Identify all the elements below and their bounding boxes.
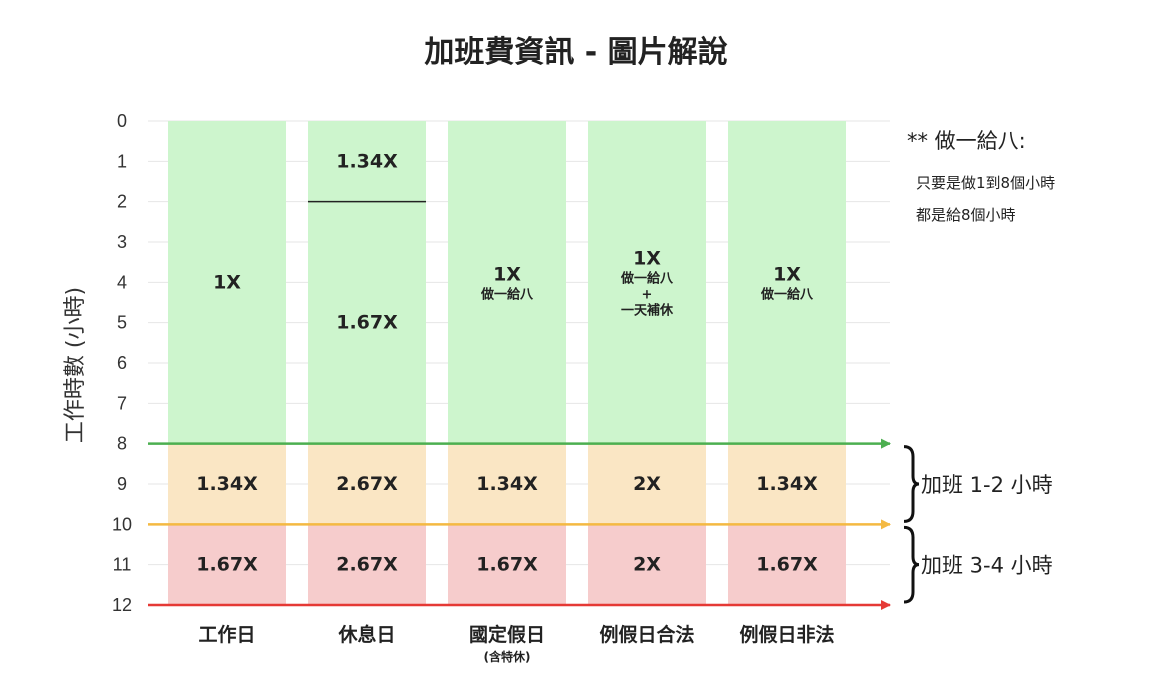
cell-note: +	[642, 287, 653, 302]
y-tick-label: 9	[117, 474, 127, 494]
cell-note: 做一給八	[480, 286, 534, 302]
threshold-arrows	[148, 438, 891, 610]
cell-value: 1.67X	[756, 554, 818, 576]
cell-value: 1.34X	[336, 150, 398, 172]
cell-fill	[448, 121, 566, 444]
x-category-label: 例假日非法	[739, 623, 834, 646]
cell: 1.67X	[308, 201, 426, 444]
y-tick-label: 5	[117, 313, 127, 333]
cell-value: 1X	[493, 263, 521, 285]
cell: 1.34X	[448, 443, 566, 525]
cell: 2X	[588, 524, 706, 605]
y-tick-label: 0	[117, 111, 127, 131]
x-category-label: 休息日	[337, 623, 395, 646]
cell-value: 2.67X	[336, 554, 398, 576]
cell-note: 做一給八	[760, 286, 814, 302]
y-tick-label: 12	[112, 595, 132, 615]
cell: 2.67X	[308, 443, 426, 525]
y-tick-label: 4	[117, 272, 127, 292]
cell-fill	[588, 443, 706, 525]
cell-fill	[448, 524, 566, 605]
cell-fill	[728, 121, 846, 444]
cell-fill	[448, 443, 566, 525]
y-tick-label: 8	[117, 434, 127, 454]
cell-note: 做一給八	[620, 270, 674, 286]
cell-fill	[168, 121, 286, 444]
y-tick-label: 7	[117, 393, 127, 413]
x-category-sublabel: (含特休)	[484, 649, 531, 664]
y-axis-label: 工作時數 (小時)	[63, 287, 88, 443]
band-label: 加班 3-4 小時	[921, 554, 1053, 578]
cell-value: 2X	[633, 473, 661, 495]
footnote: ** 做一給八: 只要是做1到8個小時 都是給8個小時	[907, 129, 1055, 224]
x-category-label: 國定假日	[469, 623, 545, 646]
cell: 1.67X	[448, 524, 566, 605]
cell-fill	[308, 201, 426, 444]
x-categories: 工作日 休息日 國定假日 (含特休) 例假日合法 例假日非法	[198, 623, 834, 664]
y-tick-label: 6	[117, 353, 127, 373]
cell: 1.34X	[728, 443, 846, 525]
brace-icon	[903, 525, 920, 604]
cell-fill	[168, 524, 286, 605]
x-category-label: 例假日合法	[599, 623, 694, 646]
cell: 1.67X	[168, 524, 286, 605]
cell-value: 1X	[213, 271, 241, 293]
footnote-line-1: 只要是做1到8個小時	[916, 174, 1055, 192]
cell-value: 1.34X	[756, 473, 818, 495]
y-tick-label: 1	[117, 151, 127, 171]
cell: 2X	[588, 443, 706, 525]
cell-fill	[588, 524, 706, 605]
cell-value: 1.67X	[196, 554, 258, 576]
cell-value: 1X	[773, 263, 801, 285]
cell-value: 2X	[633, 554, 661, 576]
cell-value: 1.34X	[196, 473, 258, 495]
cell: 1X	[168, 121, 286, 444]
plot-cells: 1X1.34X1.67X1X做一給八1X做一給八+一天補休1X做一給八1.34X…	[168, 121, 846, 605]
band-label: 加班 1-2 小時	[921, 473, 1053, 497]
brace-icon	[903, 445, 920, 523]
footnote-title: ** 做一給八:	[907, 129, 1026, 153]
cell-fill	[308, 524, 426, 605]
cell-fill	[308, 121, 426, 202]
cell-value: 2.67X	[336, 473, 398, 495]
cell-fill	[308, 443, 426, 525]
cell-note: 一天補休	[621, 302, 674, 318]
cell-fill	[588, 121, 706, 444]
chart-title: 加班費資訊 - 圖片解說	[424, 35, 727, 70]
cell-fill	[168, 443, 286, 525]
cell: 1.67X	[728, 524, 846, 605]
cell-fill	[728, 524, 846, 605]
y-tick-label: 3	[117, 232, 127, 252]
cell-fill	[728, 443, 846, 525]
cell-value: 1.34X	[476, 473, 538, 495]
cell: 1.34X	[308, 121, 426, 202]
y-tick-label: 10	[112, 514, 132, 534]
cell-value: 1.67X	[476, 554, 538, 576]
cell: 2.67X	[308, 524, 426, 605]
cell-value: 1.67X	[336, 312, 398, 334]
x-category-label: 工作日	[198, 623, 255, 646]
cell: 1.34X	[168, 443, 286, 525]
footnote-line-2: 都是給8個小時	[916, 206, 1016, 224]
cell-value: 1X	[633, 247, 661, 269]
y-tick-label: 11	[113, 555, 132, 575]
y-tick-label: 2	[117, 192, 127, 212]
